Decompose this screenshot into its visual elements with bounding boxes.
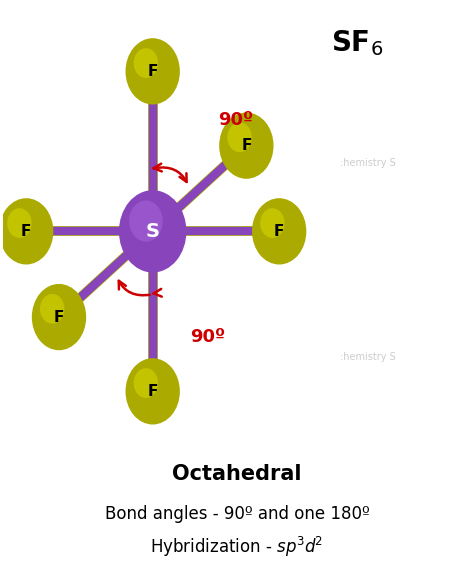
Circle shape <box>228 122 252 152</box>
Text: F: F <box>147 64 158 79</box>
Circle shape <box>129 200 163 242</box>
Text: F: F <box>147 384 158 399</box>
Text: F: F <box>274 224 284 239</box>
Text: F: F <box>241 138 252 153</box>
Circle shape <box>134 48 158 78</box>
Circle shape <box>119 190 186 272</box>
Text: Octahedral: Octahedral <box>172 464 302 484</box>
Circle shape <box>219 113 273 179</box>
Text: 90º: 90º <box>218 111 254 129</box>
Text: Bond angles - 90º and one 180º: Bond angles - 90º and one 180º <box>105 505 369 523</box>
Circle shape <box>260 208 284 238</box>
Circle shape <box>32 284 86 350</box>
Text: F: F <box>54 310 64 325</box>
Text: Hybridization - $\it{sp}$$^3$$\it{d}$$^2$: Hybridization - $\it{sp}$$^3$$\it{d}$$^2… <box>150 535 324 559</box>
Text: F: F <box>21 224 31 239</box>
Circle shape <box>0 198 54 264</box>
Text: S: S <box>146 222 160 241</box>
Circle shape <box>134 368 158 398</box>
Text: :hemistry S: :hemistry S <box>340 352 396 362</box>
Text: :hemistry S: :hemistry S <box>340 158 396 168</box>
Circle shape <box>126 38 180 104</box>
Circle shape <box>7 208 32 238</box>
Circle shape <box>40 294 64 324</box>
Text: SF$_6$: SF$_6$ <box>331 28 383 58</box>
Circle shape <box>126 358 180 425</box>
Text: 90º: 90º <box>190 328 225 346</box>
Circle shape <box>252 198 306 264</box>
